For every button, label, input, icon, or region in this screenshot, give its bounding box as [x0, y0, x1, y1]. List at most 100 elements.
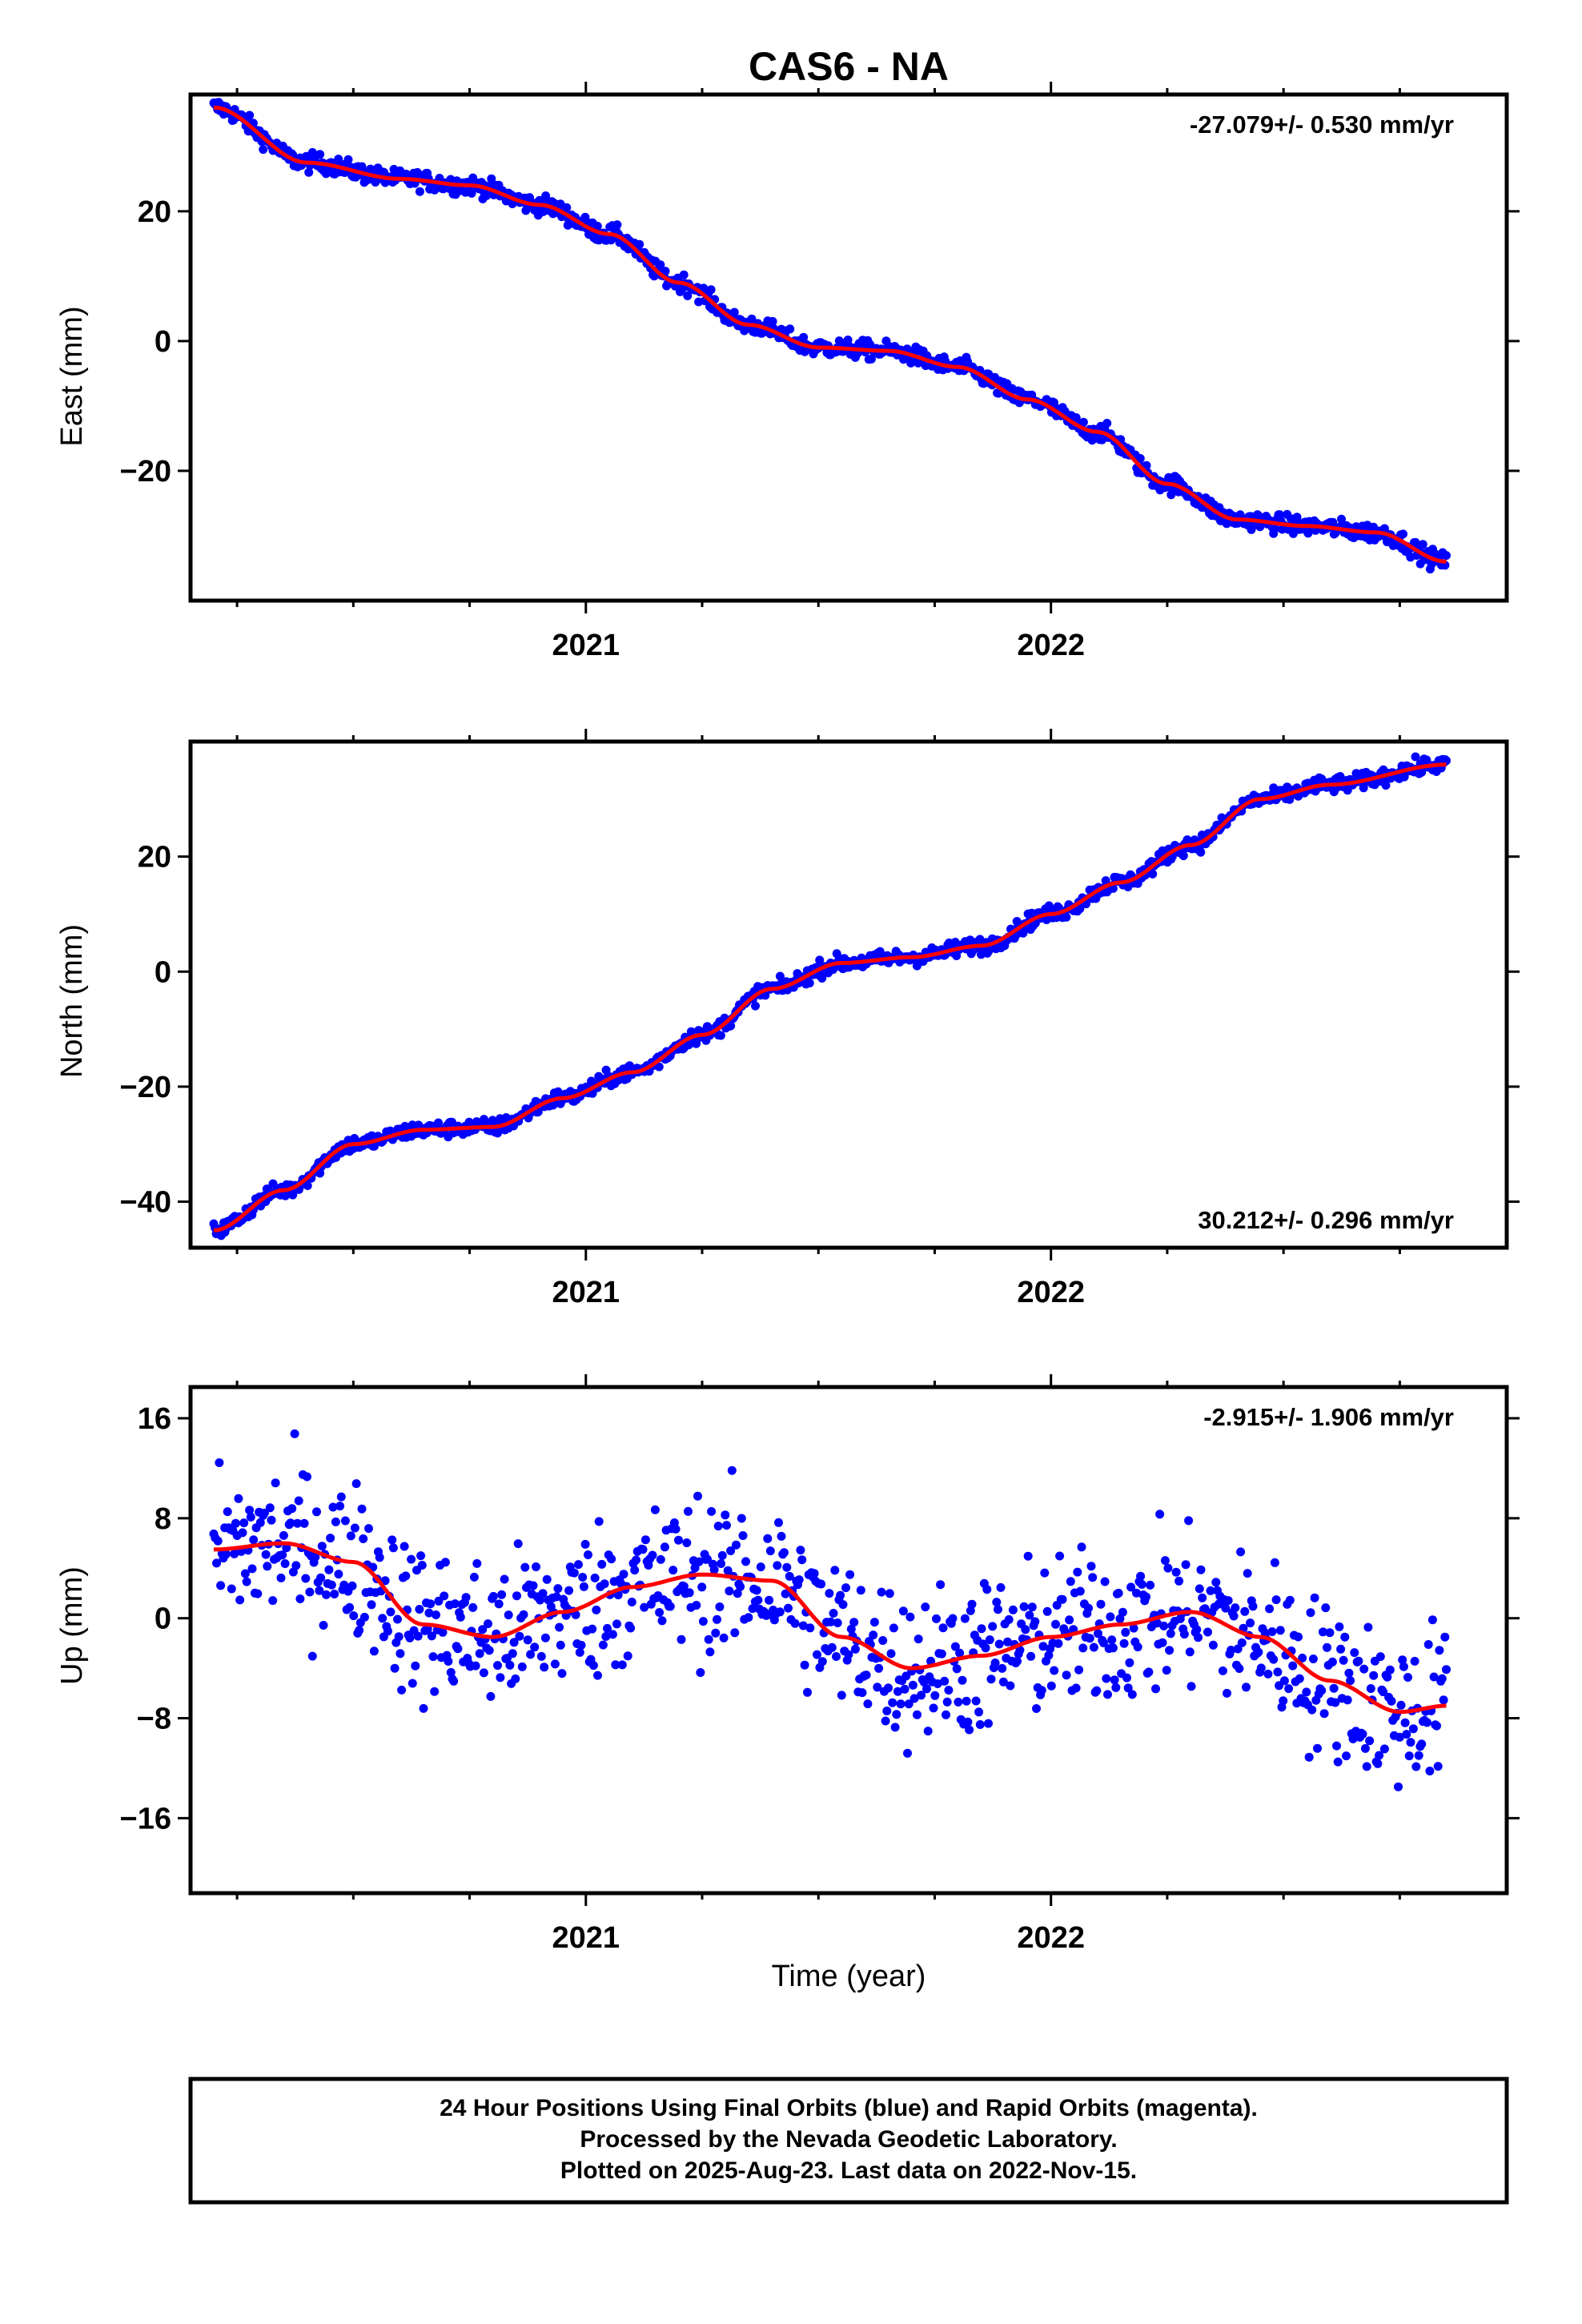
up-data-point: [1246, 1618, 1255, 1628]
north-x-tick-label: 2021: [552, 1276, 620, 1309]
up-data-point: [513, 1539, 523, 1549]
up-data-point: [324, 1565, 334, 1574]
up-data-point: [779, 1548, 789, 1558]
up-data-point: [697, 1582, 707, 1592]
up-data-point: [1373, 1759, 1383, 1768]
up-data-point: [1019, 1602, 1029, 1611]
up-data-point: [1121, 1627, 1130, 1637]
up-data-point: [1423, 1640, 1433, 1649]
up-data-point: [733, 1589, 742, 1598]
up-data-point: [335, 1502, 345, 1511]
up-data-point: [579, 1582, 588, 1591]
up-data-point: [536, 1651, 546, 1661]
up-data-point: [407, 1554, 416, 1564]
up-data-point: [469, 1572, 479, 1582]
up-data-point: [1151, 1684, 1160, 1694]
up-data-point: [319, 1621, 328, 1630]
up-data-point: [593, 1671, 602, 1680]
up-data-point: [540, 1663, 549, 1672]
up-data-point: [917, 1691, 926, 1700]
up-data-point: [1038, 1642, 1048, 1651]
up-data-point: [1439, 1695, 1448, 1705]
up-data-point: [517, 1662, 527, 1671]
north-y-tick-label: 0: [155, 955, 171, 989]
up-data-point: [723, 1566, 733, 1575]
up-data-point: [1026, 1651, 1036, 1661]
up-data-point: [608, 1630, 617, 1639]
up-data-point: [1383, 1672, 1392, 1682]
up-data-point: [933, 1679, 942, 1688]
up-data-point: [245, 1506, 255, 1515]
up-data-point: [268, 1596, 278, 1606]
up-data-point: [1065, 1615, 1074, 1625]
up-data-point: [640, 1602, 649, 1612]
up-data-point: [240, 1569, 250, 1578]
east-data-point: [379, 167, 389, 177]
east-data-point: [799, 332, 809, 342]
up-data-point: [388, 1543, 398, 1553]
up-data-point: [679, 1582, 689, 1591]
up-data-point: [650, 1505, 660, 1514]
up-data-point: [711, 1628, 721, 1638]
up-data-point: [328, 1502, 338, 1512]
up-data-point: [1319, 1709, 1329, 1719]
up-data-point: [1133, 1642, 1142, 1652]
north-plot-frame: [188, 739, 1509, 1250]
up-data-point: [677, 1634, 686, 1644]
up-data-point: [878, 1636, 888, 1645]
up-data-point: [216, 1581, 226, 1590]
east-data-point: [415, 187, 424, 196]
up-data-point: [940, 1676, 950, 1686]
up-data-point: [1227, 1646, 1236, 1655]
east-data-point: [592, 221, 602, 231]
up-data-point: [1402, 1730, 1411, 1739]
up-data-point: [550, 1659, 560, 1669]
up-data-point: [571, 1610, 580, 1619]
up-data-point: [632, 1555, 640, 1565]
up-data-point: [1015, 1646, 1025, 1655]
up-data-point: [1111, 1683, 1121, 1692]
up-data-point: [1174, 1576, 1184, 1586]
up-data-point: [397, 1685, 407, 1695]
up-data-point: [1142, 1592, 1150, 1602]
up-data-point: [753, 1595, 763, 1605]
east-data-point: [343, 155, 353, 164]
up-data-point: [287, 1504, 297, 1514]
up-data-point: [386, 1607, 396, 1617]
up-data-point: [722, 1521, 731, 1530]
up-data-point: [1146, 1580, 1155, 1590]
up-data-point: [948, 1614, 958, 1623]
up-data-point: [1408, 1724, 1418, 1734]
up-data-point: [351, 1479, 361, 1489]
up-data-point: [265, 1503, 275, 1513]
up-data-point: [857, 1688, 867, 1698]
up-data-point: [1066, 1577, 1075, 1586]
up-data-point: [1127, 1690, 1137, 1699]
up-data-point: [408, 1679, 417, 1688]
up-data-point: [869, 1618, 879, 1627]
up-data-point: [1089, 1642, 1098, 1652]
up-data-point: [845, 1570, 855, 1579]
up-data-point: [1206, 1586, 1215, 1595]
up-data-point: [732, 1540, 741, 1550]
east-data-point: [1135, 454, 1145, 463]
up-data-point: [394, 1632, 404, 1642]
up-data-point: [359, 1534, 368, 1543]
up-data-point: [536, 1595, 545, 1605]
up-data-point: [500, 1574, 509, 1584]
up-data-point: [890, 1723, 900, 1732]
up-data-point: [1158, 1638, 1167, 1647]
east-y-tick-label: 0: [155, 325, 171, 359]
up-data-point: [640, 1535, 650, 1545]
up-data-point: [965, 1725, 974, 1735]
up-data-point: [1179, 1630, 1189, 1639]
up-data-point: [253, 1589, 263, 1598]
up-data-point: [347, 1581, 357, 1590]
up-data-point: [405, 1633, 415, 1642]
up-data-point: [966, 1606, 975, 1615]
up-data-point: [752, 1586, 761, 1595]
up-data-point: [1379, 1687, 1388, 1697]
up-data-point: [1348, 1734, 1358, 1743]
east-y-tick-label: 20: [138, 195, 171, 229]
up-data-point: [1279, 1696, 1288, 1706]
